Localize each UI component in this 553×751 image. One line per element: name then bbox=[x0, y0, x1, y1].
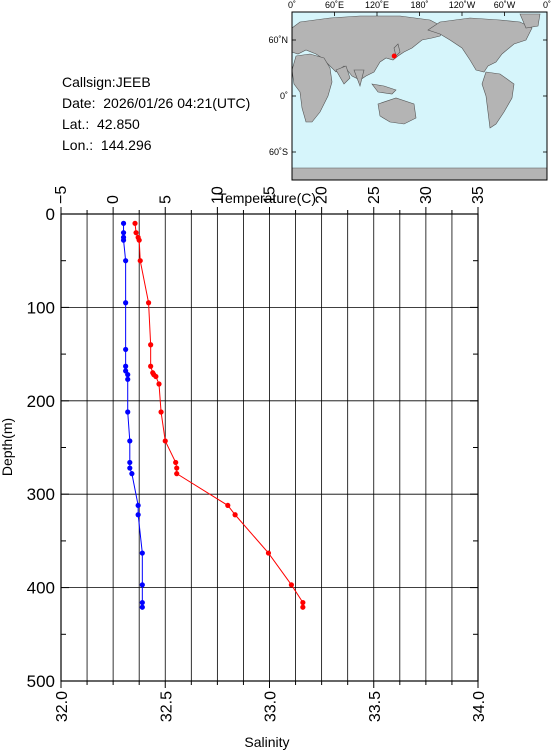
temperature-point bbox=[232, 512, 238, 518]
salinity-point bbox=[127, 459, 133, 466]
map-longitude-label: 60˚W bbox=[494, 0, 516, 10]
salinity-point bbox=[139, 582, 145, 588]
salinity-tick-label: 34.0 bbox=[471, 691, 488, 722]
temperature-point bbox=[145, 300, 152, 306]
map-latitude-label: 60˚N bbox=[268, 35, 288, 45]
salinity-point bbox=[139, 604, 145, 610]
temperature-tick-label: −5 bbox=[53, 186, 70, 204]
temperature-tick-label: 10 bbox=[209, 186, 226, 204]
temperature-point bbox=[174, 471, 180, 477]
salinity-tick-label: 33.0 bbox=[263, 691, 280, 722]
salinity-point bbox=[125, 409, 131, 415]
salinity-point bbox=[127, 438, 133, 444]
depth-axis-label: Depth(m) bbox=[0, 418, 15, 476]
temperature-tick-label: 0 bbox=[105, 195, 122, 204]
map-latitude-label: 60˚S bbox=[269, 147, 288, 157]
salinity-tick-label: 33.5 bbox=[367, 691, 384, 722]
temperature-tick-label: 20 bbox=[314, 186, 331, 204]
map-ticks bbox=[291, 12, 548, 153]
temperature-point bbox=[137, 258, 143, 264]
temperature-tick-label: 5 bbox=[157, 195, 174, 204]
salinity-point bbox=[125, 372, 131, 378]
depth-tick-label: 0 bbox=[46, 205, 55, 224]
salinity-axis-label: Salinity bbox=[244, 734, 289, 750]
temperature-point bbox=[133, 230, 139, 236]
depth-tick-label: 200 bbox=[27, 392, 55, 411]
temperature-tick-label: 30 bbox=[418, 186, 435, 204]
temperature-point bbox=[225, 502, 231, 509]
depth-tick-label: 400 bbox=[27, 579, 55, 598]
salinity-tick-label: 32.5 bbox=[158, 691, 175, 722]
map-longitude-label: 60˚E bbox=[325, 0, 344, 10]
salinity-point bbox=[120, 237, 127, 243]
axis-ticks bbox=[60, 207, 479, 688]
salinity-point bbox=[125, 376, 131, 382]
map-longitude-label: 0˚ bbox=[288, 0, 296, 10]
salinity-point bbox=[120, 220, 127, 226]
salinity-point bbox=[123, 300, 129, 306]
temperature-point bbox=[148, 363, 154, 369]
depth-tick-label: 100 bbox=[27, 298, 55, 317]
date-text: Date: 2026/01/26 04:21(UTC) bbox=[62, 95, 251, 111]
temperature-point bbox=[174, 465, 180, 471]
map-longitude-label: 180˚ bbox=[410, 0, 428, 10]
temperature-line bbox=[134, 223, 304, 608]
longitude-text: Lon.: 144.296 bbox=[62, 137, 152, 153]
latitude-text: Lat.: 42.850 bbox=[62, 116, 140, 132]
map-latitude-label: 0˚ bbox=[280, 91, 288, 101]
temperature-point bbox=[300, 599, 306, 606]
temperature-tick-label: 15 bbox=[262, 186, 279, 204]
temperature-point bbox=[136, 237, 142, 243]
salinity-point bbox=[135, 512, 141, 518]
salinity-point bbox=[123, 346, 129, 353]
salinity-point bbox=[139, 599, 145, 606]
salinity-point bbox=[120, 230, 127, 236]
salinity-line bbox=[123, 223, 143, 608]
temperature-tick-label: 35 bbox=[470, 186, 487, 204]
map-longitude-label: 120˚E bbox=[365, 0, 389, 10]
temperature-point bbox=[288, 582, 294, 588]
temperature-point bbox=[265, 550, 272, 556]
temperature-point bbox=[300, 604, 306, 610]
station-info: Callsign:JEEB Date: 2026/01/26 04:21(UTC… bbox=[62, 72, 250, 156]
callsign-text: Callsign:JEEB bbox=[62, 74, 151, 90]
temperature-tick-label: 25 bbox=[366, 186, 383, 204]
map-land bbox=[291, 13, 548, 181]
temperature-point bbox=[156, 381, 162, 387]
salinity-point bbox=[135, 502, 141, 509]
temperature-point bbox=[148, 342, 154, 348]
salinity-point bbox=[139, 550, 145, 556]
salinity-tick-label: 32.0 bbox=[54, 691, 71, 722]
map-longitude-label: 0˚ bbox=[543, 0, 551, 10]
station-marker bbox=[391, 53, 397, 59]
map-labels: 0˚ 60˚E 120˚E 180˚ 120˚W 60˚W 0˚ 60˚N 0˚ 60˚S bbox=[268, 0, 551, 157]
salinity-point bbox=[123, 258, 129, 264]
grid bbox=[60, 213, 479, 682]
temperature-point bbox=[153, 373, 159, 380]
map-longitude-label: 120˚W bbox=[449, 0, 476, 10]
temperature-point bbox=[158, 409, 164, 415]
depth-tick-label: 500 bbox=[27, 672, 55, 691]
salinity-point bbox=[129, 471, 135, 477]
salinity-point bbox=[123, 363, 129, 369]
temperature-point bbox=[173, 459, 179, 466]
depth-tick-label: 300 bbox=[27, 485, 55, 504]
salinity-point bbox=[127, 465, 133, 471]
temperature-axis-label: Temperature(C) bbox=[218, 190, 316, 206]
data-series bbox=[120, 220, 306, 610]
temperature-point bbox=[162, 438, 168, 444]
temperature-point bbox=[132, 220, 138, 226]
